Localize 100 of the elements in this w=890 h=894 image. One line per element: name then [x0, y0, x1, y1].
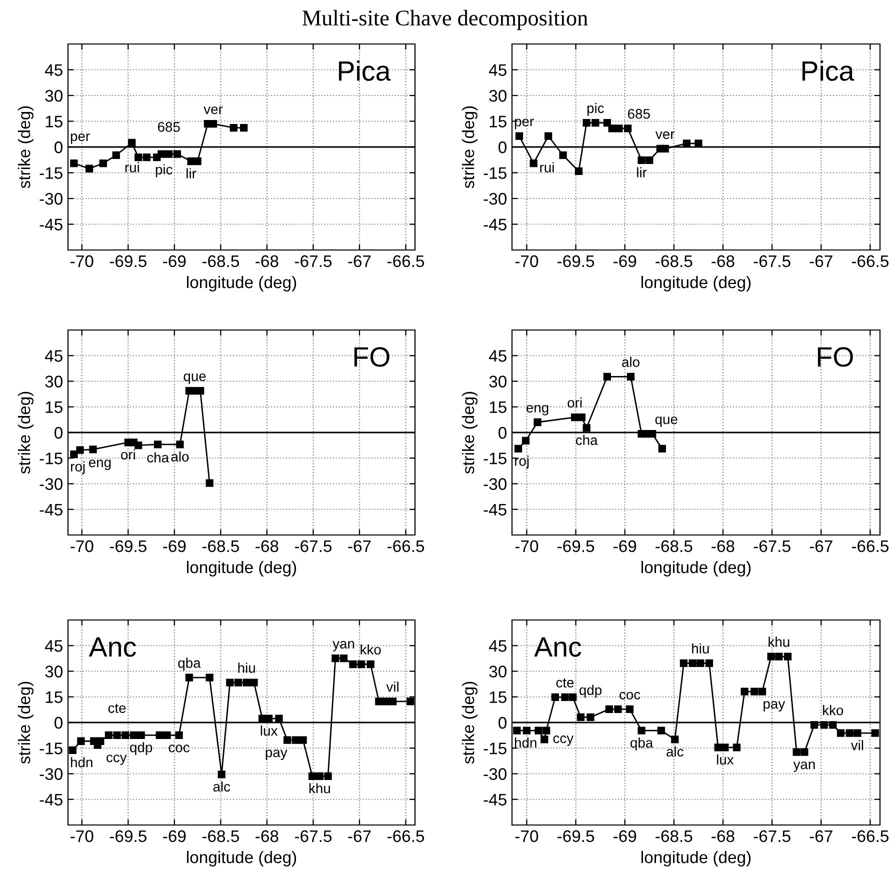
x-tick-label: -70: [70, 540, 94, 552]
x-tick-label: -67.5: [294, 830, 332, 842]
y-tick-label: -45: [484, 218, 506, 230]
x-tick-label: -67: [810, 255, 832, 268]
annotation: vil: [850, 740, 864, 750]
annotation: hiu: [692, 643, 709, 654]
annotation: lir: [186, 168, 196, 178]
x-tick-label: -69: [614, 830, 636, 842]
annotation: roj: [71, 461, 85, 474]
x-tick-label: -67.5: [754, 830, 790, 842]
y-tick-label: 15: [490, 116, 506, 128]
x-tick-label: -66.5: [852, 255, 888, 268]
y-tick-label: 0: [54, 426, 62, 439]
y-axis-title: strike (deg): [462, 392, 478, 474]
annotation: hdn: [515, 737, 536, 748]
y-tick-label: 15: [490, 691, 506, 704]
y-tick-label: -45: [484, 504, 506, 516]
x-axis-title: longitude (deg): [642, 850, 751, 866]
x-tick-label: -67: [348, 830, 371, 842]
annotation: kko: [360, 644, 381, 655]
y-tick-label: 15: [490, 401, 506, 414]
chart-title: FO: [354, 347, 390, 367]
y-tick-label: 15: [46, 116, 62, 128]
x-tick-label: -69: [614, 255, 636, 268]
x-axis-title: longitude (deg): [187, 560, 296, 576]
annotation: yan: [332, 640, 354, 652]
x-tick-label: -68: [256, 830, 278, 842]
x-tick-label: -68: [256, 255, 278, 268]
y-tick-label: -15: [40, 452, 62, 464]
x-tick-label: -66.5: [387, 255, 424, 268]
x-tick-label: -67.5: [294, 540, 332, 552]
annotation: ori: [568, 397, 582, 408]
y-tick-label: -30: [484, 192, 506, 205]
y-tick-label: -30: [484, 768, 506, 780]
x-tick-label: -67: [810, 540, 832, 552]
annotation: rui: [125, 162, 139, 172]
annotation: ver: [204, 106, 223, 114]
annotation: qba: [630, 737, 654, 750]
chart-title: Pica: [338, 60, 391, 81]
y-axis-title: strike (deg): [18, 106, 34, 188]
x-tick-label: -69: [163, 540, 186, 552]
x-tick-label: -68.5: [656, 540, 692, 552]
annotation: pay: [266, 750, 288, 760]
annotation: cte: [108, 704, 126, 713]
y-tick-label: 30: [489, 90, 506, 102]
y-tick-label: 45: [44, 350, 62, 362]
y-tick-label: -15: [484, 452, 506, 464]
y-tick-label: -15: [40, 167, 62, 179]
chart-title: Anc: [534, 637, 582, 657]
y-tick-label: 0: [498, 426, 506, 439]
annotation: khu: [309, 783, 330, 794]
y-tick-label: -45: [484, 794, 506, 806]
annotation: kko: [823, 705, 844, 716]
y-tick-label: 30: [45, 666, 62, 678]
y-tick-label: 30: [45, 90, 62, 102]
x-tick-label: -69.5: [558, 540, 594, 552]
y-tick-label: -30: [484, 478, 506, 490]
annotation: qdp: [580, 684, 602, 698]
annotation: pic: [156, 164, 172, 178]
annotation: per: [70, 134, 90, 144]
x-tick-label: -68.5: [202, 255, 239, 268]
y-tick-label: 0: [54, 141, 62, 154]
y-axis-title: strike (deg): [18, 392, 34, 474]
annotation: eng: [88, 460, 111, 470]
annotation: 685: [628, 108, 650, 119]
annotation: que: [655, 416, 678, 427]
y-tick-label: 30: [489, 666, 506, 678]
annotation: ccy: [553, 736, 574, 746]
y-axis-title: strike (deg): [462, 106, 478, 188]
x-tick-label: -70: [515, 540, 538, 552]
annotation: pay: [764, 701, 786, 712]
chart-title: FO: [818, 347, 853, 367]
x-tick-label: -68.5: [656, 255, 692, 268]
x-tick-label: -67.5: [754, 255, 790, 268]
x-tick-label: -70: [515, 830, 538, 842]
x-axis-title: longitude (deg): [187, 276, 296, 292]
x-tick-label: -69.5: [110, 255, 146, 268]
x-axis-title: longitude (deg): [187, 850, 296, 866]
annotation: ccy: [106, 754, 127, 765]
x-tick-label: -67.5: [294, 255, 332, 268]
y-tick-label: 30: [45, 376, 62, 388]
y-tick-label: 0: [498, 141, 506, 154]
annotation: ori: [121, 449, 135, 460]
x-tick-label: -67: [348, 540, 371, 552]
annotation: pic: [587, 102, 604, 116]
y-tick-label: -15: [484, 167, 506, 179]
y-tick-label: 45: [44, 640, 62, 652]
annotation: ver: [655, 131, 675, 140]
y-tick-label: 0: [498, 716, 506, 729]
x-tick-label: -70: [70, 255, 94, 268]
y-tick-label: -45: [40, 794, 62, 806]
y-tick-label: -45: [40, 504, 62, 516]
annotation: rui: [540, 162, 554, 172]
x-tick-label: -69: [163, 830, 186, 842]
x-tick-label: -67: [810, 830, 832, 842]
y-tick-label: 15: [46, 401, 62, 414]
annotation: cte: [556, 678, 574, 688]
y-tick-label: -30: [40, 768, 62, 780]
annotation: que: [184, 374, 206, 384]
y-tick-label: 45: [488, 350, 506, 362]
